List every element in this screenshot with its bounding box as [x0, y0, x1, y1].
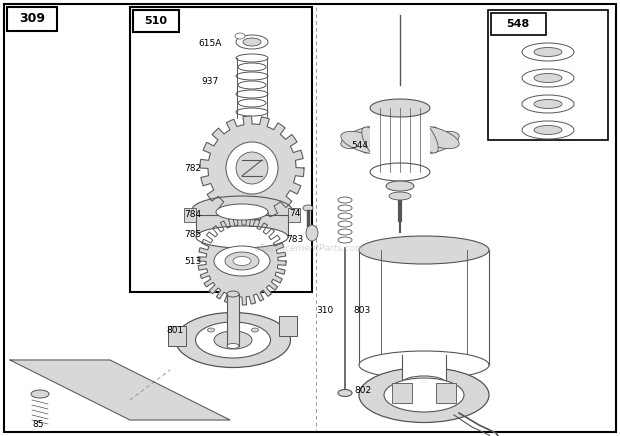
Ellipse shape [233, 256, 251, 266]
Ellipse shape [534, 126, 562, 134]
Bar [196, 215, 288, 237]
Bar [436, 383, 456, 403]
Ellipse shape [362, 113, 394, 153]
Text: 782: 782 [184, 164, 202, 173]
Ellipse shape [522, 69, 574, 87]
Ellipse shape [384, 378, 464, 412]
Ellipse shape [338, 389, 352, 396]
Text: 548: 548 [507, 19, 529, 29]
Ellipse shape [534, 74, 562, 82]
Text: 544: 544 [352, 140, 368, 150]
Text: 513: 513 [184, 256, 202, 266]
Ellipse shape [216, 204, 268, 220]
Ellipse shape [235, 33, 245, 39]
Bar [7, 7, 57, 31]
Ellipse shape [195, 322, 270, 358]
Ellipse shape [341, 131, 387, 154]
Ellipse shape [359, 236, 489, 264]
Text: 615A: 615A [198, 40, 222, 48]
Ellipse shape [214, 246, 270, 276]
Bar [402, 355, 446, 383]
Ellipse shape [391, 107, 409, 155]
Ellipse shape [370, 163, 430, 181]
Bar [184, 208, 196, 222]
Text: 937: 937 [202, 78, 219, 86]
Ellipse shape [407, 113, 438, 153]
Ellipse shape [214, 331, 252, 349]
Ellipse shape [303, 205, 313, 211]
Bar [288, 208, 300, 222]
Ellipse shape [208, 328, 215, 332]
Ellipse shape [534, 99, 562, 109]
Polygon shape [198, 217, 286, 305]
Polygon shape [10, 360, 230, 420]
Ellipse shape [413, 126, 459, 149]
Text: 74: 74 [290, 208, 301, 218]
Ellipse shape [192, 196, 292, 224]
Ellipse shape [227, 291, 239, 297]
Ellipse shape [359, 351, 489, 379]
Bar [133, 10, 179, 32]
Bar [392, 383, 412, 403]
Ellipse shape [31, 390, 49, 398]
Text: 309: 309 [19, 13, 45, 25]
Text: 802: 802 [355, 385, 371, 395]
Ellipse shape [386, 181, 414, 191]
Ellipse shape [341, 126, 387, 149]
Ellipse shape [402, 376, 446, 390]
Text: 783: 783 [286, 235, 304, 243]
Text: 803: 803 [353, 306, 371, 314]
Ellipse shape [534, 48, 562, 57]
Ellipse shape [407, 127, 438, 167]
Ellipse shape [413, 131, 459, 154]
Ellipse shape [522, 95, 574, 113]
Polygon shape [200, 116, 304, 220]
Ellipse shape [227, 344, 239, 348]
Text: 85: 85 [32, 419, 44, 429]
Ellipse shape [196, 226, 288, 248]
Ellipse shape [175, 313, 291, 368]
Ellipse shape [236, 35, 268, 49]
Ellipse shape [226, 142, 278, 194]
Ellipse shape [522, 43, 574, 61]
Bar [491, 13, 546, 35]
Ellipse shape [522, 121, 574, 139]
Ellipse shape [362, 127, 394, 167]
Bar [488, 10, 608, 140]
Ellipse shape [391, 125, 409, 173]
Bar [359, 250, 489, 365]
Ellipse shape [243, 38, 261, 46]
Ellipse shape [389, 192, 411, 200]
Text: 785: 785 [184, 229, 202, 238]
Bar [316, 7, 616, 427]
Ellipse shape [370, 99, 430, 117]
Text: 510: 510 [144, 16, 167, 26]
Text: 801: 801 [166, 326, 184, 334]
Ellipse shape [252, 328, 259, 332]
Bar [130, 7, 312, 292]
Bar [370, 108, 430, 172]
Bar [227, 294, 239, 346]
Bar [168, 326, 186, 346]
Text: 784: 784 [184, 210, 202, 218]
Ellipse shape [236, 152, 268, 184]
Bar [279, 316, 297, 336]
Text: 310: 310 [316, 306, 334, 314]
Ellipse shape [225, 252, 259, 270]
Text: eReplacementParts.com: eReplacementParts.com [255, 243, 365, 252]
Ellipse shape [306, 225, 318, 241]
Ellipse shape [359, 368, 489, 422]
